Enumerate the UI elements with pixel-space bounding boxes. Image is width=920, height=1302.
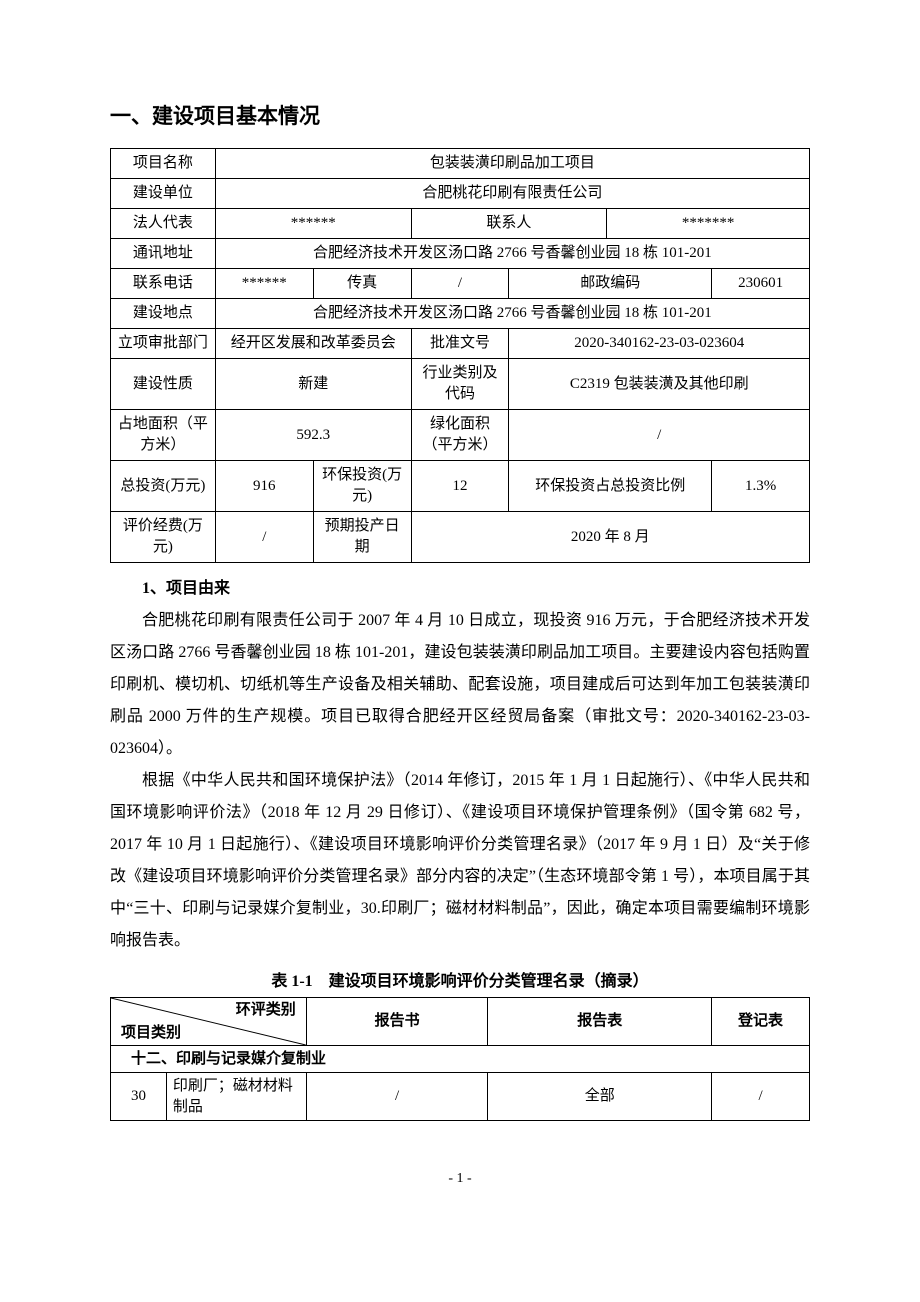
diag-top-label: 环评类别	[236, 1000, 296, 1020]
cell-label: 评价经费(万元)	[111, 512, 216, 563]
cell-value: 新建	[215, 359, 411, 410]
cell: 印刷厂；磁材材料制品	[166, 1073, 306, 1121]
page-container: 一、建设项目基本情况 项目名称 包装装潢印刷品加工项目 建设单位 合肥桃花印刷有…	[0, 0, 920, 1227]
cell-label: 法人代表	[111, 209, 216, 239]
cell-value: /	[411, 269, 509, 299]
cell-label: 占地面积（平方米）	[111, 410, 216, 461]
col-header: 报告表	[488, 998, 712, 1046]
cell-value: 合肥经济技术开发区汤口路 2766 号香馨创业园 18 栋 101-201	[215, 239, 809, 269]
table-row: 建设单位 合肥桃花印刷有限责任公司	[111, 179, 810, 209]
cell: 全部	[488, 1073, 712, 1121]
table-row: 联系电话 ****** 传真 / 邮政编码 230601	[111, 269, 810, 299]
cell-label: 邮政编码	[509, 269, 712, 299]
table-row: 评价经费(万元) / 预期投产日期 2020 年 8 月	[111, 512, 810, 563]
cell-value: 合肥经济技术开发区汤口路 2766 号香馨创业园 18 栋 101-201	[215, 299, 809, 329]
cell-label: 通讯地址	[111, 239, 216, 269]
sub-heading: 1、项目由来	[110, 573, 810, 605]
section-cell: 十二、印刷与记录媒介复制业	[111, 1046, 810, 1073]
cell-value: ******	[215, 209, 411, 239]
cell-value: 12	[411, 461, 509, 512]
cell-label: 联系电话	[111, 269, 216, 299]
cell-label: 立项审批部门	[111, 329, 216, 359]
cell-label: 建设性质	[111, 359, 216, 410]
table-row: 总投资(万元) 916 环保投资(万元) 12 环保投资占总投资比例 1.3%	[111, 461, 810, 512]
col-header: 登记表	[712, 998, 810, 1046]
cell-value: C2319 包装装潢及其他印刷	[509, 359, 810, 410]
cell-value: 230601	[712, 269, 810, 299]
paragraph: 合肥桃花印刷有限责任公司于 2007 年 4 月 10 日成立，现投资 916 …	[110, 605, 810, 765]
table-row: 建设地点 合肥经济技术开发区汤口路 2766 号香馨创业园 18 栋 101-2…	[111, 299, 810, 329]
table-row: 项目名称 包装装潢印刷品加工项目	[111, 149, 810, 179]
table-row: 环评类别 项目类别 报告书 报告表 登记表	[111, 998, 810, 1046]
cell-value: 包装装潢印刷品加工项目	[215, 149, 809, 179]
body-text: 1、项目由来 合肥桃花印刷有限责任公司于 2007 年 4 月 10 日成立，现…	[110, 573, 810, 957]
cell-value: 2020-340162-23-03-023604	[509, 329, 810, 359]
project-info-table: 项目名称 包装装潢印刷品加工项目 建设单位 合肥桃花印刷有限责任公司 法人代表 …	[110, 148, 810, 563]
cell-label: 传真	[313, 269, 411, 299]
cell-value: 1.3%	[712, 461, 810, 512]
cell-value: 经开区发展和改革委员会	[215, 329, 411, 359]
cell-label: 绿化面积（平方米）	[411, 410, 509, 461]
cell-label: 环保投资占总投资比例	[509, 461, 712, 512]
cell-value: /	[509, 410, 810, 461]
paragraph: 根据《中华人民共和国环境保护法》（2014 年修订，2015 年 1 月 1 日…	[110, 765, 810, 957]
table-row: 占地面积（平方米） 592.3 绿化面积（平方米） /	[111, 410, 810, 461]
cell-label: 总投资(万元)	[111, 461, 216, 512]
cell: /	[712, 1073, 810, 1121]
cell-label: 联系人	[411, 209, 607, 239]
cell-label: 批准文号	[411, 329, 509, 359]
cell-label: 建设单位	[111, 179, 216, 209]
section-heading: 一、建设项目基本情况	[110, 100, 810, 130]
cell-value: ******	[215, 269, 313, 299]
cell-value: 916	[215, 461, 313, 512]
cell-value: 合肥桃花印刷有限责任公司	[215, 179, 809, 209]
cell-label: 行业类别及代码	[411, 359, 509, 410]
cell-value: *******	[607, 209, 810, 239]
cell-label: 项目名称	[111, 149, 216, 179]
diagonal-header: 环评类别 项目类别	[111, 998, 307, 1046]
cell-label: 建设地点	[111, 299, 216, 329]
classification-table: 环评类别 项目类别 报告书 报告表 登记表 十二、印刷与记录媒介复制业 30 印…	[110, 997, 810, 1121]
table-row: 法人代表 ****** 联系人 *******	[111, 209, 810, 239]
table-section-row: 十二、印刷与记录媒介复制业	[111, 1046, 810, 1073]
cell: 30	[111, 1073, 167, 1121]
col-header: 报告书	[306, 998, 488, 1046]
cell-value: 592.3	[215, 410, 411, 461]
table-row: 建设性质 新建 行业类别及代码 C2319 包装装潢及其他印刷	[111, 359, 810, 410]
cell-value: /	[215, 512, 313, 563]
page-number: - 1 -	[110, 1171, 810, 1187]
table-row: 立项审批部门 经开区发展和改革委员会 批准文号 2020-340162-23-0…	[111, 329, 810, 359]
cell-value: 2020 年 8 月	[411, 512, 809, 563]
table-caption: 表 1-1 建设项目环境影响评价分类管理名录（摘录）	[110, 967, 810, 991]
cell: /	[306, 1073, 488, 1121]
diag-bottom-label: 项目类别	[121, 1023, 181, 1043]
cell-label: 预期投产日期	[313, 512, 411, 563]
cell-label: 环保投资(万元)	[313, 461, 411, 512]
table-row: 30 印刷厂；磁材材料制品 / 全部 /	[111, 1073, 810, 1121]
table-row: 通讯地址 合肥经济技术开发区汤口路 2766 号香馨创业园 18 栋 101-2…	[111, 239, 810, 269]
